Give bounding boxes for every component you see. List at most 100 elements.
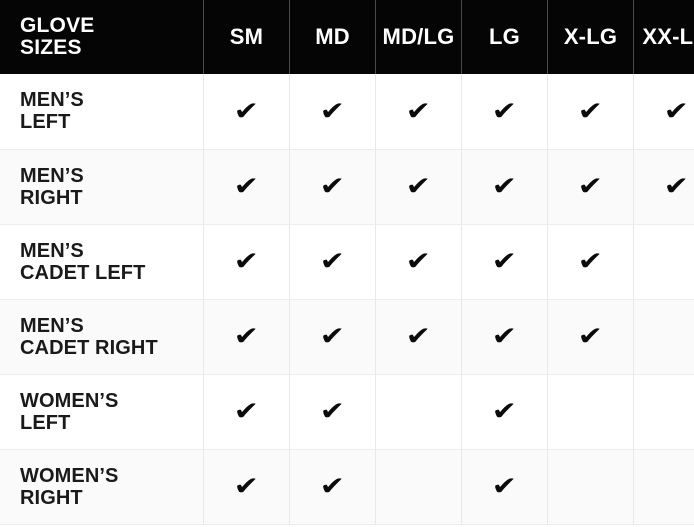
row-label-cell: WOMEN’S RIGHT [0, 449, 204, 525]
check-icon: ✔ [233, 396, 260, 427]
availability-cell: ✔ [289, 74, 376, 150]
table-row: MEN’S RIGHT ✔ ✔ ✔ ✔ ✔ ✔ [0, 149, 694, 225]
availability-cell: ✔ [203, 374, 290, 450]
availability-cell: ✔ [289, 299, 376, 375]
column-header-x-lg: X-LG [547, 0, 634, 74]
row-label-cell: WOMEN’S LEFT [0, 374, 204, 450]
row-label-cell: MEN’S CADET LEFT [0, 224, 204, 300]
check-icon: ✔ [319, 471, 346, 502]
availability-cell: ✔ [375, 224, 462, 300]
availability-cell: ✔ [289, 449, 376, 525]
availability-cell: ✔ [375, 299, 462, 375]
row-label-cell: MEN’S RIGHT [0, 149, 204, 225]
header-row: GLOVE SIZES SM MD MD/LG LG X-LG XX-LG [0, 0, 694, 74]
availability-cell: ✔ [203, 149, 290, 225]
check-icon: ✔ [577, 321, 604, 352]
table-row: MEN’S LEFT ✔ ✔ ✔ ✔ ✔ ✔ [0, 74, 694, 150]
availability-cell: ✔ [633, 299, 694, 375]
availability-cell: ✔ [633, 224, 694, 300]
availability-cell: ✔ [547, 449, 634, 525]
check-icon: ✔ [491, 96, 518, 126]
row-label-line: MEN’S [20, 164, 84, 187]
check-icon: ✔ [233, 246, 260, 277]
availability-cell: ✔ [461, 299, 548, 375]
availability-cell: ✔ [461, 449, 548, 525]
column-header-lg: LG [461, 0, 548, 74]
check-icon: ✔ [491, 321, 518, 352]
check-icon: ✔ [577, 96, 604, 126]
table-title-line-2: SIZES [20, 36, 82, 59]
availability-cell: ✔ [461, 374, 548, 450]
row-label-line: LEFT [20, 111, 71, 134]
check-icon: ✔ [663, 171, 690, 202]
check-icon: ✔ [405, 171, 432, 202]
check-icon: ✔ [491, 171, 518, 202]
availability-cell: ✔ [203, 74, 290, 150]
row-label-line: LEFT [20, 411, 71, 434]
check-icon: ✔ [405, 246, 432, 277]
availability-cell: ✔ [547, 224, 634, 300]
check-icon: ✔ [233, 321, 260, 352]
check-icon: ✔ [491, 396, 518, 427]
table-body: MEN’S LEFT ✔ ✔ ✔ ✔ ✔ ✔ MEN’S RIGHT ✔ ✔ ✔ ✔ ✔ ✔ MEN’S CADE… [0, 74, 694, 525]
row-label-line: WOMEN’S [20, 389, 119, 412]
row-label-line: CADET RIGHT [20, 336, 158, 359]
availability-cell: ✔ [461, 224, 548, 300]
check-icon: ✔ [233, 171, 260, 202]
availability-cell: ✔ [375, 149, 462, 225]
check-icon: ✔ [319, 171, 346, 202]
availability-cell: ✔ [633, 149, 694, 225]
availability-cell: ✔ [547, 149, 634, 225]
column-header-sm: SM [203, 0, 290, 74]
availability-cell: ✔ [461, 74, 548, 150]
availability-cell: ✔ [375, 374, 462, 450]
check-icon: ✔ [663, 96, 690, 126]
check-icon: ✔ [233, 96, 260, 126]
row-label-line: CADET LEFT [20, 261, 146, 284]
row-label-cell: MEN’S CADET RIGHT [0, 299, 204, 375]
availability-cell: ✔ [289, 224, 376, 300]
availability-cell: ✔ [203, 224, 290, 300]
check-icon: ✔ [405, 321, 432, 352]
row-label-cell: MEN’S LEFT [0, 74, 204, 150]
availability-cell: ✔ [547, 299, 634, 375]
check-icon: ✔ [319, 96, 346, 126]
column-header-md-lg: MD/LG [375, 0, 462, 74]
table-header: GLOVE SIZES SM MD MD/LG LG X-LG XX-LG [0, 0, 694, 74]
availability-cell: ✔ [633, 449, 694, 525]
availability-cell: ✔ [289, 374, 376, 450]
column-header-xx-lg: XX-LG [633, 0, 694, 74]
check-icon: ✔ [405, 96, 432, 126]
check-icon: ✔ [319, 321, 346, 352]
availability-cell: ✔ [375, 449, 462, 525]
check-icon: ✔ [319, 246, 346, 277]
column-header-md: MD [289, 0, 376, 74]
availability-cell: ✔ [633, 374, 694, 450]
row-label-line: RIGHT [20, 186, 83, 209]
availability-cell: ✔ [203, 449, 290, 525]
availability-cell: ✔ [203, 299, 290, 375]
availability-cell: ✔ [375, 74, 462, 150]
check-icon: ✔ [491, 471, 518, 502]
check-icon: ✔ [577, 246, 604, 277]
availability-cell: ✔ [547, 374, 634, 450]
check-icon: ✔ [577, 171, 604, 202]
availability-cell: ✔ [633, 74, 694, 150]
availability-cell: ✔ [547, 74, 634, 150]
availability-cell: ✔ [289, 149, 376, 225]
table-title-line-1: GLOVE [20, 13, 95, 37]
availability-cell: ✔ [461, 149, 548, 225]
row-label-line: MEN’S [20, 89, 84, 112]
row-label-line: RIGHT [20, 486, 83, 509]
table-title-cell: GLOVE SIZES [0, 0, 204, 74]
check-icon: ✔ [491, 246, 518, 277]
row-label-line: MEN’S [20, 314, 84, 337]
row-label-line: WOMEN’S [20, 464, 119, 487]
check-icon: ✔ [319, 396, 346, 427]
check-icon: ✔ [233, 471, 260, 502]
